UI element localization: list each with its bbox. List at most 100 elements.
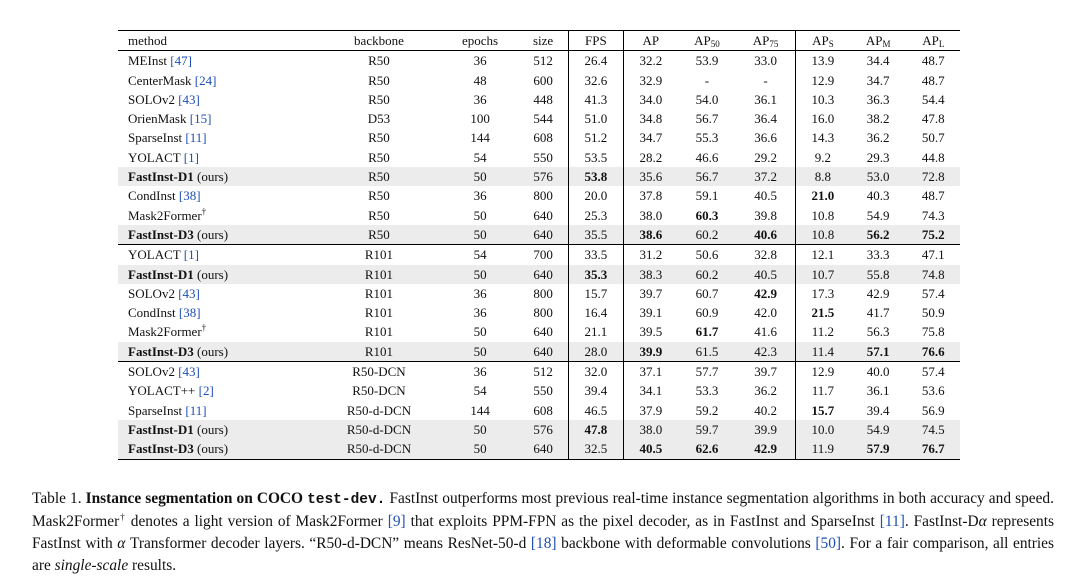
citation-link[interactable]: [24] [194, 72, 217, 88]
citation-link[interactable]: [11] [879, 513, 905, 530]
apl-cell: 56.9 [921, 402, 945, 418]
table-row: FastInst-D1 (ours) R50-d-DCN 50 576 47.8 38.0… [118, 419, 960, 440]
size-cell: 512 [518, 361, 569, 382]
table-row: SparseInst [11] R50 144 608 51.2 34.7 55.3 36.6… [118, 128, 960, 148]
citation-link[interactable]: [11] [185, 130, 207, 146]
table-header-row: method backbone epochs size FPS AP AP50 … [118, 30, 960, 52]
apm-cell: 41.7 [866, 305, 890, 321]
apl-cell: 48.7 [921, 53, 945, 69]
method-cell: FastInst-D3 (ours) [118, 439, 317, 460]
fps-cell: 28.0 [568, 341, 624, 362]
epochs-cell: 50 [441, 439, 519, 460]
fps-cell: 33.5 [568, 244, 624, 265]
citation-link[interactable]: [47] [170, 53, 192, 69]
ap50-cell: 46.6 [695, 149, 719, 165]
apl-cell: 76.6 [906, 341, 960, 362]
ap-cell: 38.0 [639, 207, 663, 223]
ap75-cell: 39.9 [736, 419, 796, 440]
citation-link[interactable]: [50] [815, 535, 842, 552]
citation-link[interactable]: [43] [178, 91, 200, 107]
header-size: size [518, 30, 569, 52]
size-cell: 800 [518, 303, 569, 323]
fps-cell: 21.1 [568, 322, 624, 342]
ap-cell: 32.2 [639, 53, 663, 69]
epochs-cell: 144 [470, 130, 490, 146]
ap-cell: 40.5 [623, 439, 678, 460]
fps-cell: 35.5 [568, 224, 624, 245]
dagger-mark: † [119, 511, 126, 522]
fps-cell: 15.7 [568, 283, 624, 304]
aps-cell: 10.3 [811, 91, 835, 107]
fps-cell: 32.5 [568, 439, 624, 460]
table-row: CondInst [38] R50 36 800 20.0 37.8 59.1 40.5 21.… [118, 186, 960, 206]
citation-link[interactable]: [9] [387, 513, 406, 530]
citation-link[interactable]: [43] [178, 364, 200, 380]
ap75-cell: 40.5 [736, 186, 796, 206]
apm-cell: 55.8 [849, 264, 907, 284]
backbone-cell: R50-DCN [352, 364, 406, 380]
table-group-r101: YOLACT [1] R101 54 700 33.5 31.2 50.6 32.8 12.1 3… [118, 244, 960, 362]
results-table-container: method backbone epochs size FPS AP AP50 … [118, 30, 960, 460]
size-cell: 544 [518, 109, 569, 129]
ap-cell: 38.0 [623, 419, 678, 440]
aps-cell: 10.8 [795, 224, 850, 245]
method-cell: SOLOv2 [43] [118, 362, 316, 382]
citation-link[interactable]: [1] [183, 149, 199, 165]
ap75-cell: 36.6 [736, 128, 796, 148]
epochs-cell: 54 [473, 247, 487, 263]
method-cell: CondInst [38] [118, 186, 316, 205]
header-ap50: AP50 [677, 30, 737, 52]
method-name: YOLACT [128, 247, 181, 263]
apm-cell: 56.2 [849, 224, 907, 245]
epochs-cell: 54 [473, 383, 487, 399]
ap75-cell: 29.2 [736, 147, 796, 168]
apl-cell: 50.9 [921, 305, 945, 321]
size-cell: 550 [518, 147, 569, 168]
citation-link[interactable]: [11] [185, 402, 207, 418]
ap75-cell: 37.2 [736, 167, 796, 187]
apl-cell: 74.8 [906, 264, 960, 284]
method-name: MEInst [128, 53, 167, 69]
aps-cell: 10.0 [795, 419, 850, 440]
ap75-cell: - [736, 70, 796, 90]
fps-cell: 32.6 [568, 70, 624, 90]
table-group-dcn: SOLOv2 [43] R50-DCN 36 512 32.0 37.1 57.7 39.7 1… [118, 361, 960, 460]
ap-cell: 34.0 [639, 91, 663, 107]
citation-link[interactable]: [43] [178, 285, 200, 301]
method-cell: YOLACT++ [2] [118, 381, 316, 400]
method-name: OrienMask [128, 111, 187, 127]
apm-cell: 36.3 [866, 91, 890, 107]
fps-cell: 53.5 [568, 147, 624, 168]
ap-cell: 39.5 [639, 324, 663, 340]
apm-cell: 39.4 [866, 402, 890, 418]
epochs-cell: 36 [473, 285, 487, 301]
citation-link[interactable]: [18] [530, 535, 557, 552]
method-name: CondInst [128, 305, 176, 321]
citation-link[interactable]: [38] [178, 305, 201, 321]
ap50-cell: 59.2 [695, 402, 719, 418]
ap50-cell: 61.5 [677, 341, 737, 362]
citation-link[interactable]: [1] [183, 247, 199, 263]
fps-cell: 26.4 [568, 50, 624, 71]
apl-cell: 72.8 [906, 167, 960, 187]
header-method: method [118, 30, 317, 52]
size-cell: 800 [518, 283, 569, 304]
ap-cell: 32.9 [639, 72, 663, 88]
caption-label: Table 1. [32, 490, 82, 507]
apl-cell: 74.5 [906, 419, 960, 440]
citation-link[interactable]: [2] [198, 383, 214, 399]
ap50-cell: 53.3 [695, 383, 719, 399]
epochs-cell: 50 [441, 341, 519, 362]
ap50-cell: 50.6 [695, 247, 719, 263]
aps-cell: 11.2 [811, 324, 835, 340]
epochs-cell: 36 [473, 188, 487, 204]
fps-cell: 39.4 [568, 381, 624, 401]
ours-label: (ours) [196, 343, 229, 359]
apm-cell: 57.1 [849, 341, 907, 362]
fps-cell: 20.0 [568, 186, 624, 206]
epochs-cell: 36 [473, 53, 487, 69]
epochs-cell: 36 [473, 91, 487, 107]
citation-link[interactable]: [15] [189, 111, 212, 127]
size-cell: 640 [518, 205, 569, 225]
citation-link[interactable]: [38] [178, 188, 201, 204]
